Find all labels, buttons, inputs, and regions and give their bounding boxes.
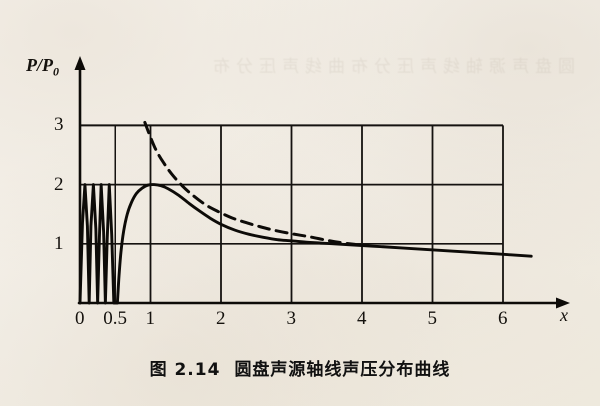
series-far-field-approximation	[143, 120, 357, 246]
x-axis-arrow-icon	[556, 297, 570, 309]
y-axis-label-subscript: 0	[53, 64, 59, 79]
x-tick-label: 4	[357, 308, 367, 329]
y-tick-label: 1	[54, 232, 64, 254]
y-tick-label: 2	[54, 173, 64, 195]
figure-caption: 图 2.14 圆盘声源轴线声压分布曲线	[0, 355, 600, 380]
data-series-group	[78, 120, 533, 305]
x-tick-label: 3	[286, 308, 297, 329]
x-tick-label: 6	[498, 308, 508, 329]
x-axis-label: x	[560, 305, 568, 325]
y-axis-arrow-icon	[74, 56, 86, 70]
x-tick-label: 0.5	[103, 308, 127, 329]
series-exact-axial-pressure	[78, 183, 533, 305]
x-tick-label: 0	[75, 308, 85, 329]
y-axis-label-text: P/P	[26, 55, 53, 75]
figure-caption-text: 圆盘声源轴线声压分布曲线	[234, 360, 451, 380]
y-tick-label: 3	[54, 114, 64, 136]
gridlines	[80, 124, 504, 303]
x-tick-label: 5	[427, 308, 438, 329]
y-axis-label: P/P0	[26, 55, 59, 80]
figure-caption-number: 图 2.14	[149, 360, 221, 380]
x-tick-label: 1	[145, 308, 156, 329]
x-tick-label: 2	[216, 308, 226, 329]
axes	[74, 56, 570, 309]
